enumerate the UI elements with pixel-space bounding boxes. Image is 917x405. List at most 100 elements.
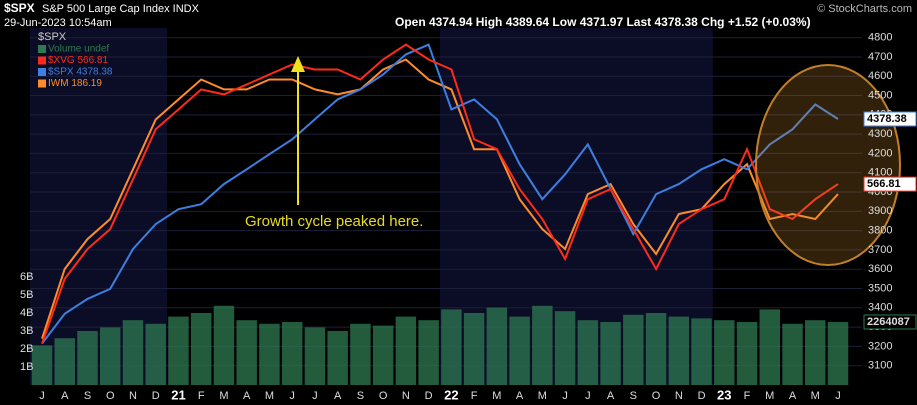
volume-bar: [532, 305, 553, 385]
volume-bar: [236, 320, 257, 385]
x-tick-label: M: [765, 390, 774, 402]
value-tag-box: [863, 176, 917, 192]
y-tick-label: 4300: [868, 128, 892, 140]
credit: © StockCharts.com: [817, 3, 912, 15]
y-tick-label: 3100: [868, 360, 892, 372]
year-band: [30, 28, 168, 385]
value-tag: 566.81: [867, 178, 901, 190]
x-tick-label: J: [835, 390, 841, 402]
volume-bar: [304, 327, 326, 385]
y-tick-label: 4800: [868, 32, 892, 44]
x-tick-label: J: [585, 390, 591, 402]
x-tick-label: J: [562, 390, 568, 402]
y-tick-label: 3700: [868, 244, 892, 256]
volume-bar: [190, 312, 212, 385]
symbol: $SPX: [4, 1, 35, 15]
value-tag-box: [863, 314, 917, 330]
volume-bar: [691, 318, 712, 385]
x-tick-label: M: [265, 390, 274, 402]
year-band: [440, 28, 713, 385]
volume-bar: [623, 314, 644, 385]
volume-bar: [577, 320, 599, 385]
x-tick-label: N: [402, 390, 410, 402]
volume-bar: [782, 323, 803, 385]
y2-tick-label: 1B: [20, 361, 33, 373]
x-tick-label: J: [39, 390, 45, 402]
y-tick-label: 3900: [868, 205, 892, 217]
volume-bar: [805, 320, 826, 385]
y2-tick-label: 4B: [20, 307, 33, 319]
y-tick-label: 4700: [868, 51, 892, 63]
x-tick-label: J: [312, 390, 318, 402]
volume-bar: [372, 325, 394, 385]
x-tick-label: S: [84, 390, 91, 402]
x-tick-label: M: [219, 390, 228, 402]
volume-bar: [714, 320, 735, 385]
x-tick-label: A: [334, 390, 342, 402]
x-tick-label: A: [789, 390, 797, 402]
arrow-head: [291, 56, 305, 72]
volume-bar: [213, 305, 235, 385]
x-tick-label: M: [811, 390, 820, 402]
year-band: [167, 28, 441, 385]
volume-bar: [668, 316, 690, 385]
x-tick-label: O: [106, 390, 115, 402]
x-tick-label: N: [129, 390, 137, 402]
legend-swatch: [38, 68, 46, 76]
y-tick-label: 3500: [868, 282, 892, 294]
volume-bar: [77, 330, 98, 385]
x-tick-label: N: [675, 390, 683, 402]
volume-bar: [509, 316, 530, 385]
volume-bar: [31, 345, 53, 385]
legend-label: $SPX 4378.38: [48, 67, 113, 78]
legend-swatch: [38, 56, 46, 65]
y-tick-label: 4600: [868, 70, 892, 82]
value-tag-box: [863, 111, 917, 127]
x-tick-label: D: [152, 390, 160, 402]
x-tick-label: O: [379, 390, 388, 402]
x-tick-label: F: [198, 390, 205, 402]
volume-bar: [168, 316, 189, 385]
x-tick-label: F: [471, 390, 478, 402]
series-line: [41, 43, 839, 345]
date: 29-Jun-2023 10:54am: [4, 17, 112, 29]
y-tick-label: 3200: [868, 340, 892, 352]
volume-bar: [259, 323, 280, 385]
volume-bar: [281, 321, 303, 385]
y2-tick-label: 3B: [20, 325, 33, 337]
volume-bar: [418, 320, 439, 385]
x-tick-label: M: [538, 390, 547, 402]
volume-bar: [463, 312, 485, 385]
y2-tick-label: 5B: [20, 289, 33, 301]
legend-label: IWM 186.19: [48, 78, 102, 89]
y2-tick-label: 6B: [20, 271, 33, 283]
quote: Open 4374.94 High 4389.64 Low 4371.97 La…: [395, 15, 811, 29]
volume-bar: [145, 323, 166, 385]
x-tick-label: A: [243, 390, 251, 402]
volume-bar: [350, 323, 371, 385]
x-tick-label: 23: [717, 387, 731, 402]
volume-bar: [327, 330, 348, 385]
volume-bar: [486, 307, 508, 385]
x-tick-label: A: [61, 390, 69, 402]
y-tick-label: 3400: [868, 302, 892, 314]
value-tag: 4378.38: [867, 113, 907, 125]
legend-label: $XVG 566.81: [48, 55, 108, 66]
x-tick-label: S: [630, 390, 637, 402]
volume-bar: [441, 309, 462, 385]
y-tick-label: 3600: [868, 263, 892, 275]
legend-swatch: [38, 79, 46, 88]
plot: [30, 37, 862, 385]
y-tick-label: 4100: [868, 167, 892, 179]
y-tick-label: 4500: [868, 89, 892, 101]
series-line: [41, 43, 839, 345]
volume-bar: [736, 321, 758, 385]
y-tick-label: 3800: [868, 225, 892, 237]
x-tick-label: O: [652, 390, 661, 402]
x-tick-label: 21: [171, 387, 185, 402]
x-tick-label: A: [516, 390, 524, 402]
volume-bar: [759, 309, 781, 385]
volume-bar: [395, 316, 417, 385]
x-tick-label: D: [698, 390, 706, 402]
